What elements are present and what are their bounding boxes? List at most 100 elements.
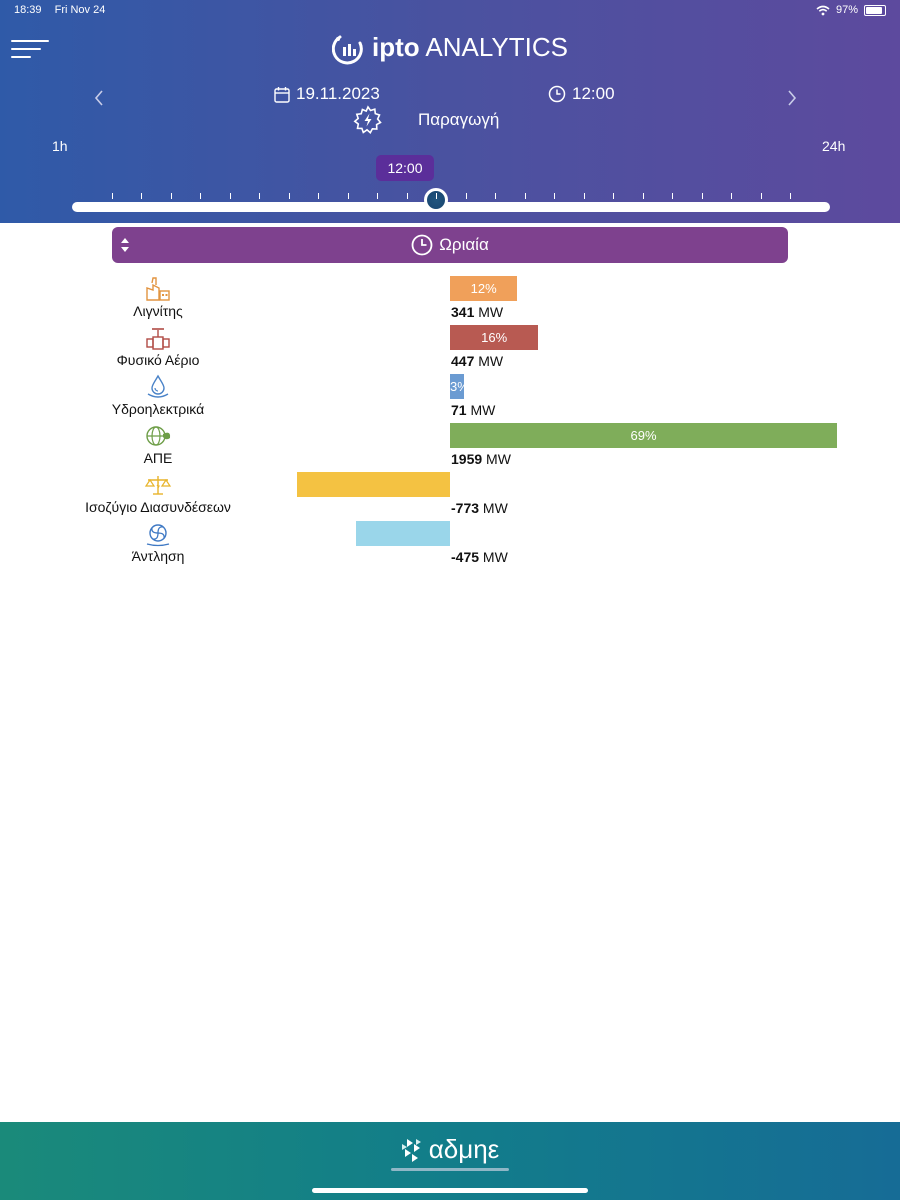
ipto-logo-icon: [331, 35, 363, 65]
menu-button[interactable]: [11, 38, 51, 60]
row-value-unit: MW: [470, 402, 496, 418]
clock-icon: [548, 85, 566, 103]
slider-tick: [613, 193, 615, 199]
home-indicator[interactable]: [312, 1188, 588, 1193]
menu-line-icon: [11, 56, 31, 58]
slider-tick: [170, 193, 172, 199]
production-bar: 3%: [450, 374, 469, 399]
production-row: Ισοζύγιο Διασυνδέσεων -773 MW: [0, 472, 900, 521]
slider-max-label: 24h: [822, 138, 846, 154]
pump-icon: [146, 524, 170, 547]
slider-tick: [731, 193, 733, 199]
green-globe-icon: [146, 426, 171, 446]
next-day-button[interactable]: [786, 84, 798, 115]
production-label: Παραγωγή: [418, 110, 500, 129]
row-label: Υδροηλεκτρικά: [111, 401, 205, 417]
slider-tick: [701, 193, 703, 199]
slider-tick: [554, 193, 556, 199]
row-value: 341 MW: [451, 304, 503, 320]
production-bar: [356, 521, 450, 546]
footer-divider: [391, 1168, 509, 1171]
slider-tick: [259, 193, 261, 199]
slider-tick: [465, 193, 467, 199]
chevron-left-icon: [94, 90, 103, 106]
interval-selector[interactable]: Ωριαία: [112, 227, 788, 263]
app-title: ipto ANALYTICS: [0, 32, 900, 65]
chevron-right-icon: [788, 90, 797, 106]
wifi-icon: [816, 5, 830, 15]
row-label: Άντληση: [131, 548, 185, 564]
slider-min-label: 1h: [52, 138, 68, 154]
production-row: ΑΠΕ 69% 1959 MW: [0, 423, 900, 472]
status-date: Fri Nov 24: [54, 4, 106, 16]
production-selector[interactable]: Παραγωγή: [352, 104, 499, 136]
production-row: Άντληση -475 MW: [0, 521, 900, 570]
row-label: Ισοζύγιο Διασυνδέσεων: [85, 499, 231, 515]
row-value-number: 1959: [451, 451, 483, 467]
row-value: 1959 MW: [451, 451, 511, 467]
prev-day-button[interactable]: [93, 84, 105, 115]
time-label: 12:00: [572, 84, 615, 103]
slider-thumb[interactable]: [424, 188, 449, 212]
app-header: 18:39 Fri Nov 24 97% ipto ANALYTICS 19.1…: [0, 0, 900, 223]
slider-value-bubble: 12:00: [376, 155, 434, 181]
sort-arrows-icon: [121, 238, 129, 252]
slider-tick: [229, 193, 231, 199]
row-value-number: 71: [451, 402, 467, 418]
slider-tick: [377, 193, 379, 199]
battery-percent: 97%: [835, 4, 858, 16]
slider-tick: [347, 193, 349, 199]
slider-tick: [200, 193, 202, 199]
production-row: Λιγνίτης 12% 341 MW: [0, 276, 900, 325]
slider-tick: [141, 193, 143, 199]
title-suffix: ANALYTICS: [419, 32, 568, 62]
status-time: 18:39: [14, 4, 42, 16]
slider-tick: [406, 193, 408, 199]
row-value-unit: MW: [478, 353, 504, 369]
date-picker[interactable]: 19.11.2023: [274, 84, 380, 104]
row-value-number: 447: [451, 353, 475, 369]
status-bar: 18:39 Fri Nov 24: [14, 4, 115, 16]
row-value-unit: MW: [486, 451, 511, 467]
row-value-number: -475: [451, 549, 480, 565]
slider-tick: [112, 193, 113, 199]
footer-brand: αδμηε: [0, 1134, 900, 1165]
slider-tick: [495, 193, 497, 199]
water-drop-icon: [147, 374, 169, 398]
production-bar: 16%: [450, 325, 539, 350]
row-value: 71 MW: [451, 402, 495, 418]
bar-percent: 69%: [630, 428, 657, 443]
title-brand: ipto: [371, 32, 420, 62]
row-value-number: -773: [451, 500, 480, 516]
slider-tick: [672, 193, 674, 199]
slider-tick: [760, 193, 762, 199]
production-bar: 12%: [450, 276, 518, 301]
slider-tick: [436, 193, 438, 199]
row-value-unit: MW: [482, 549, 508, 565]
time-picker[interactable]: 12:00: [548, 84, 615, 104]
hour-slider[interactable]: [72, 188, 830, 212]
slider-tick: [318, 193, 320, 199]
status-indicators: 97%: [816, 4, 886, 16]
production-bar: [297, 472, 450, 497]
gas-valve-icon: [146, 328, 170, 350]
clock-icon: [411, 234, 433, 256]
production-row: Υδροηλεκτρικά 3% 71 MW: [0, 374, 900, 423]
menu-line-icon: [11, 40, 49, 42]
interval-label: Ωριαία: [439, 235, 489, 254]
row-value-unit: MW: [478, 304, 504, 320]
slider-tick: [642, 193, 644, 199]
slider-tick: [583, 193, 585, 199]
menu-line-icon: [11, 48, 41, 50]
slider-track: [72, 202, 830, 212]
bar-percent: 12%: [470, 281, 497, 296]
row-value: 447 MW: [451, 353, 503, 369]
bar-percent: 3%: [450, 379, 469, 394]
row-label: ΑΠΕ: [143, 450, 173, 466]
row-value-unit: MW: [482, 500, 508, 516]
app-footer: αδμηε: [0, 1122, 900, 1200]
admie-logo-icon: [401, 1139, 421, 1163]
row-value: -475 MW: [451, 549, 508, 565]
production-bar: 69%: [450, 423, 837, 448]
gear-bolt-icon: [353, 105, 382, 134]
